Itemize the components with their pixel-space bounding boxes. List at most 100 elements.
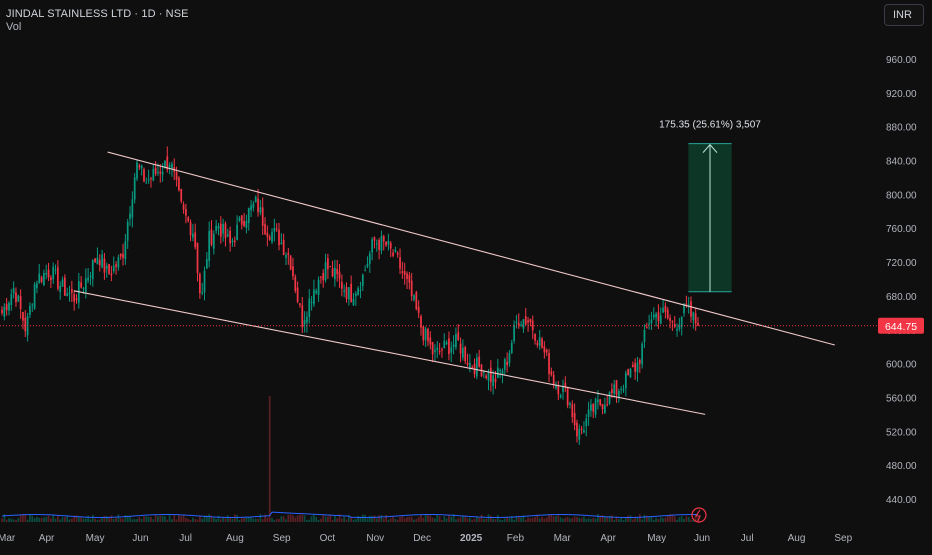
- volume-bar: [115, 517, 117, 522]
- y-tick-label: 560.00: [886, 393, 917, 404]
- volume-bar: [373, 515, 376, 522]
- candle-body: [634, 363, 637, 372]
- volume-bar: [387, 519, 390, 522]
- volume-bar: [659, 517, 662, 522]
- volume-bar: [340, 518, 343, 522]
- volume-bar: [427, 515, 429, 522]
- volume-bar: [236, 515, 238, 522]
- candle-body: [424, 328, 427, 340]
- currency-button[interactable]: INR: [884, 4, 924, 26]
- volume-bar: [222, 517, 225, 522]
- volume-bar: [529, 518, 532, 522]
- candle-body: [687, 304, 690, 306]
- candle-body: [329, 266, 332, 268]
- candle-body: [499, 370, 502, 372]
- volume-bar: [354, 519, 357, 522]
- y-tick-label: 520.00: [886, 427, 917, 438]
- candle-body: [236, 224, 238, 241]
- candle-body: [157, 172, 159, 174]
- volume-bar: [403, 518, 406, 522]
- candle-body: [273, 227, 276, 232]
- candle-body: [359, 289, 362, 291]
- volume-bar: [33, 518, 36, 522]
- volume-bar: [26, 519, 29, 522]
- candle-body: [140, 165, 143, 169]
- volume-bar: [361, 514, 364, 522]
- volume-bar: [96, 519, 99, 522]
- candle-body: [94, 258, 96, 263]
- candle-body: [219, 223, 222, 237]
- candle-body: [694, 313, 697, 324]
- volume-bar: [531, 518, 534, 522]
- candle-body: [592, 404, 595, 412]
- volume-bar: [10, 518, 13, 522]
- volume-bar: [489, 515, 492, 522]
- volume-bar: [557, 515, 560, 522]
- candle-body: [275, 228, 278, 230]
- volume-bar: [38, 517, 41, 522]
- volume-bar: [441, 519, 443, 522]
- currency-label: INR: [893, 9, 912, 21]
- volume-bar: [331, 519, 334, 522]
- candle-body: [648, 323, 650, 325]
- volume-bar: [264, 514, 266, 522]
- volume-bar: [566, 516, 569, 522]
- candle-body: [673, 324, 676, 327]
- candle-body: [380, 236, 383, 251]
- volume-bar: [631, 519, 634, 522]
- candle-body: [98, 259, 101, 266]
- volume-bar: [413, 519, 415, 522]
- x-tick-label: Apr: [600, 533, 616, 544]
- volume-bar: [392, 516, 394, 522]
- candle-body: [182, 204, 185, 210]
- candle-body: [299, 303, 301, 306]
- volume-bar: [448, 515, 450, 522]
- candle-body: [357, 288, 360, 296]
- candle-body: [87, 277, 89, 281]
- x-tick-label: Dec: [413, 533, 431, 544]
- x-tick-label: Apr: [39, 533, 55, 544]
- candle-body: [145, 182, 148, 184]
- x-tick-label: Jul: [741, 533, 754, 544]
- y-tick-label: 960.00: [886, 55, 917, 66]
- volume-bar: [103, 515, 106, 522]
- volume-bar: [434, 518, 436, 522]
- volume-bar: [506, 517, 508, 522]
- volume-bar: [47, 515, 50, 522]
- volume-bar: [559, 517, 562, 522]
- upper-channel-line: [107, 151, 835, 346]
- volume-bar: [131, 519, 134, 522]
- volume-bar: [487, 514, 490, 522]
- candle-body: [152, 168, 155, 181]
- candle-body: [278, 229, 280, 246]
- candle-body: [322, 272, 325, 281]
- candle-body: [36, 283, 38, 289]
- candle-body: [138, 165, 141, 168]
- volume-bar: [536, 514, 539, 522]
- volume-bar: [594, 518, 597, 522]
- candle-body: [417, 307, 420, 314]
- candle-body: [210, 229, 213, 245]
- candle-body: [338, 271, 341, 279]
- volume-bar: [59, 519, 62, 522]
- volume-bar: [648, 516, 650, 522]
- volume-bar: [336, 518, 339, 522]
- candle-body: [166, 156, 169, 170]
- volume-bar: [229, 517, 231, 522]
- lower-channel-line: [73, 290, 706, 415]
- candle-body: [3, 306, 6, 317]
- candle-body: [103, 258, 106, 273]
- volume-bar: [569, 518, 571, 522]
- candle-body: [466, 362, 469, 365]
- volume-bar: [173, 515, 176, 522]
- candle-body: [401, 271, 404, 273]
- candle-body: [604, 405, 606, 413]
- volume-bar: [1, 518, 3, 522]
- volume-bar: [50, 518, 52, 522]
- volume-bar: [164, 516, 166, 522]
- candle-body: [24, 317, 27, 332]
- candle-body: [364, 270, 367, 272]
- volume-bar: [147, 516, 150, 522]
